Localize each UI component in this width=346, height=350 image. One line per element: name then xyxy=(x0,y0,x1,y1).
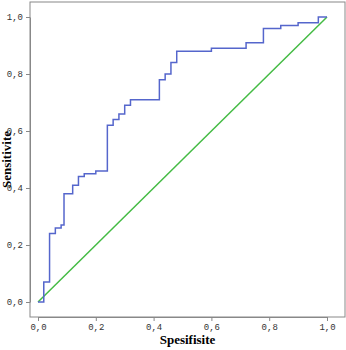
y-tick-label: 0,2 xyxy=(7,241,23,251)
x-tick-label: 0,8 xyxy=(262,323,278,333)
x-axis: 0,0 0,2 0,4 0,6 0,8 1,0 xyxy=(30,317,335,333)
y-tick: 0,2 xyxy=(7,241,30,251)
x-tick: 0,4 xyxy=(146,317,162,333)
y-tick-mark xyxy=(26,188,30,189)
x-tick-label: 0,0 xyxy=(30,323,46,333)
x-axis-line xyxy=(39,317,328,318)
series-line xyxy=(38,17,327,302)
y-tick-mark xyxy=(26,302,30,303)
x-tick: 0,8 xyxy=(262,317,278,333)
y-tick-label: 0,0 xyxy=(7,298,23,308)
x-tick-mark xyxy=(154,317,155,321)
y-tick: 0,8 xyxy=(7,70,30,80)
y-tick-label: 0,8 xyxy=(7,70,23,80)
y-tick: 1,0 xyxy=(7,13,30,23)
x-tick-label: 1,0 xyxy=(319,323,335,333)
plot-frame xyxy=(30,2,345,317)
x-tick-mark xyxy=(96,317,97,321)
x-axis-title: Spesifisite xyxy=(160,332,216,347)
chart: 0,00,20,40,60,81,00,00,20,40,60,81,0Spes… xyxy=(0,0,346,350)
y-tick: 0,0 xyxy=(7,298,30,308)
x-tick-mark xyxy=(211,317,212,321)
x-tick: 0,6 xyxy=(204,317,220,333)
y-axis-line xyxy=(30,18,31,303)
x-tick-mark xyxy=(38,317,39,321)
series-line xyxy=(38,17,327,302)
x-tick: 0,0 xyxy=(30,317,46,333)
y-axis-title: Sensitivite xyxy=(0,131,14,188)
x-tick: 1,0 xyxy=(319,317,335,333)
x-tick-mark xyxy=(327,317,328,321)
y-tick-label: 1,0 xyxy=(7,13,23,23)
x-tick-mark xyxy=(269,317,270,321)
x-tick-label: 0,2 xyxy=(88,323,104,333)
plot-area xyxy=(38,17,327,302)
y-tick-mark xyxy=(26,17,30,18)
y-tick-mark xyxy=(26,245,30,246)
y-tick-mark xyxy=(26,131,30,132)
x-tick: 0,2 xyxy=(88,317,104,333)
y-tick-mark xyxy=(26,74,30,75)
